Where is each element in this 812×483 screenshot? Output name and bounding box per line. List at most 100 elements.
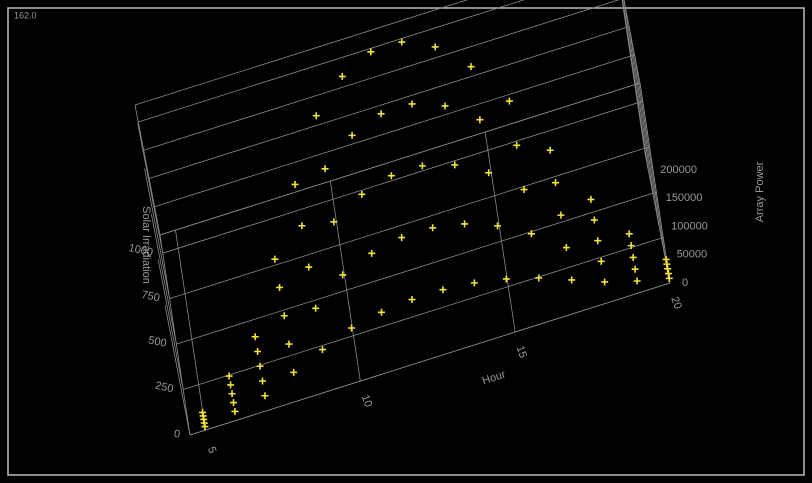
z-axis-label: Array Power <box>754 161 766 222</box>
z-tick-label: 150000 <box>666 192 703 204</box>
y-tick-label: 500 <box>147 334 167 350</box>
point <box>291 180 299 188</box>
grid-line <box>634 54 665 255</box>
grid-line <box>176 191 657 345</box>
point <box>408 100 416 108</box>
axis-line <box>134 0 468 106</box>
corner-label: 162.0 <box>14 10 37 20</box>
point <box>338 72 346 80</box>
grid-line <box>189 282 671 436</box>
grid-line <box>157 259 184 390</box>
point <box>358 190 366 198</box>
point <box>594 237 602 245</box>
grid-line <box>639 82 671 284</box>
point <box>256 362 264 370</box>
point <box>505 97 513 105</box>
z-tick-label: 100000 <box>671 220 708 232</box>
y-tick-label: 250 <box>154 380 174 396</box>
point <box>298 222 306 230</box>
x-tick-label: 15 <box>514 344 529 360</box>
point <box>535 274 543 282</box>
point <box>259 377 267 385</box>
grid-line <box>144 168 170 299</box>
point <box>230 399 238 407</box>
point <box>429 224 437 232</box>
x-tick-label: 20 <box>668 295 683 311</box>
point <box>494 222 502 230</box>
point <box>631 265 639 273</box>
grid-line <box>164 304 191 436</box>
point <box>251 333 259 341</box>
y-axis-label: Solar Irradiation <box>140 206 152 284</box>
point <box>228 390 236 398</box>
point <box>590 216 598 224</box>
z-tick-label: 0 <box>682 277 688 289</box>
point <box>461 220 469 228</box>
point <box>312 304 320 312</box>
point <box>470 279 478 287</box>
point <box>387 172 395 180</box>
point <box>467 63 475 71</box>
grid-line <box>183 237 664 390</box>
point <box>527 230 535 238</box>
point <box>587 195 595 203</box>
z-tick-label: 200000 <box>660 164 697 176</box>
point <box>439 286 447 294</box>
point <box>562 244 570 252</box>
z-tick-label: 50000 <box>677 249 708 261</box>
point <box>557 211 565 219</box>
point <box>199 408 207 416</box>
point <box>285 340 293 348</box>
point <box>339 271 347 279</box>
point <box>348 131 356 139</box>
point <box>330 218 338 226</box>
point <box>552 179 560 187</box>
point <box>418 162 426 170</box>
point <box>225 372 233 380</box>
point <box>377 110 385 118</box>
grid-line <box>143 0 620 151</box>
point <box>261 392 269 400</box>
point <box>441 102 449 110</box>
point <box>629 253 637 261</box>
point <box>377 308 385 316</box>
point <box>476 116 484 124</box>
y-tick-label: 1000 <box>128 242 154 259</box>
point <box>367 48 375 56</box>
point <box>398 38 406 46</box>
grid-line <box>159 82 641 236</box>
point <box>276 283 284 291</box>
point <box>627 242 635 250</box>
point <box>348 324 355 332</box>
point <box>502 275 510 283</box>
point <box>368 249 376 257</box>
point <box>633 277 641 285</box>
point <box>227 381 235 389</box>
grid-line <box>329 181 361 382</box>
point <box>431 43 439 51</box>
point <box>597 257 605 265</box>
point <box>305 263 313 271</box>
point <box>321 165 329 173</box>
grid-line <box>138 0 525 123</box>
point <box>254 348 262 356</box>
point <box>625 230 633 238</box>
point <box>271 255 279 263</box>
grid-line <box>628 26 660 227</box>
point <box>520 186 528 194</box>
point <box>485 169 493 177</box>
point <box>398 234 406 242</box>
grid-line <box>137 123 164 254</box>
point <box>451 161 459 169</box>
grid-line <box>623 0 655 199</box>
grid-line <box>484 131 516 333</box>
grid-line <box>175 230 206 431</box>
point <box>280 312 288 320</box>
x-tick-label: 10 <box>359 393 374 409</box>
point <box>546 146 554 154</box>
x-tick-label: 5 <box>205 445 218 455</box>
point <box>662 255 670 263</box>
y-tick-label: 0 <box>173 428 181 441</box>
grid-line <box>154 54 635 208</box>
